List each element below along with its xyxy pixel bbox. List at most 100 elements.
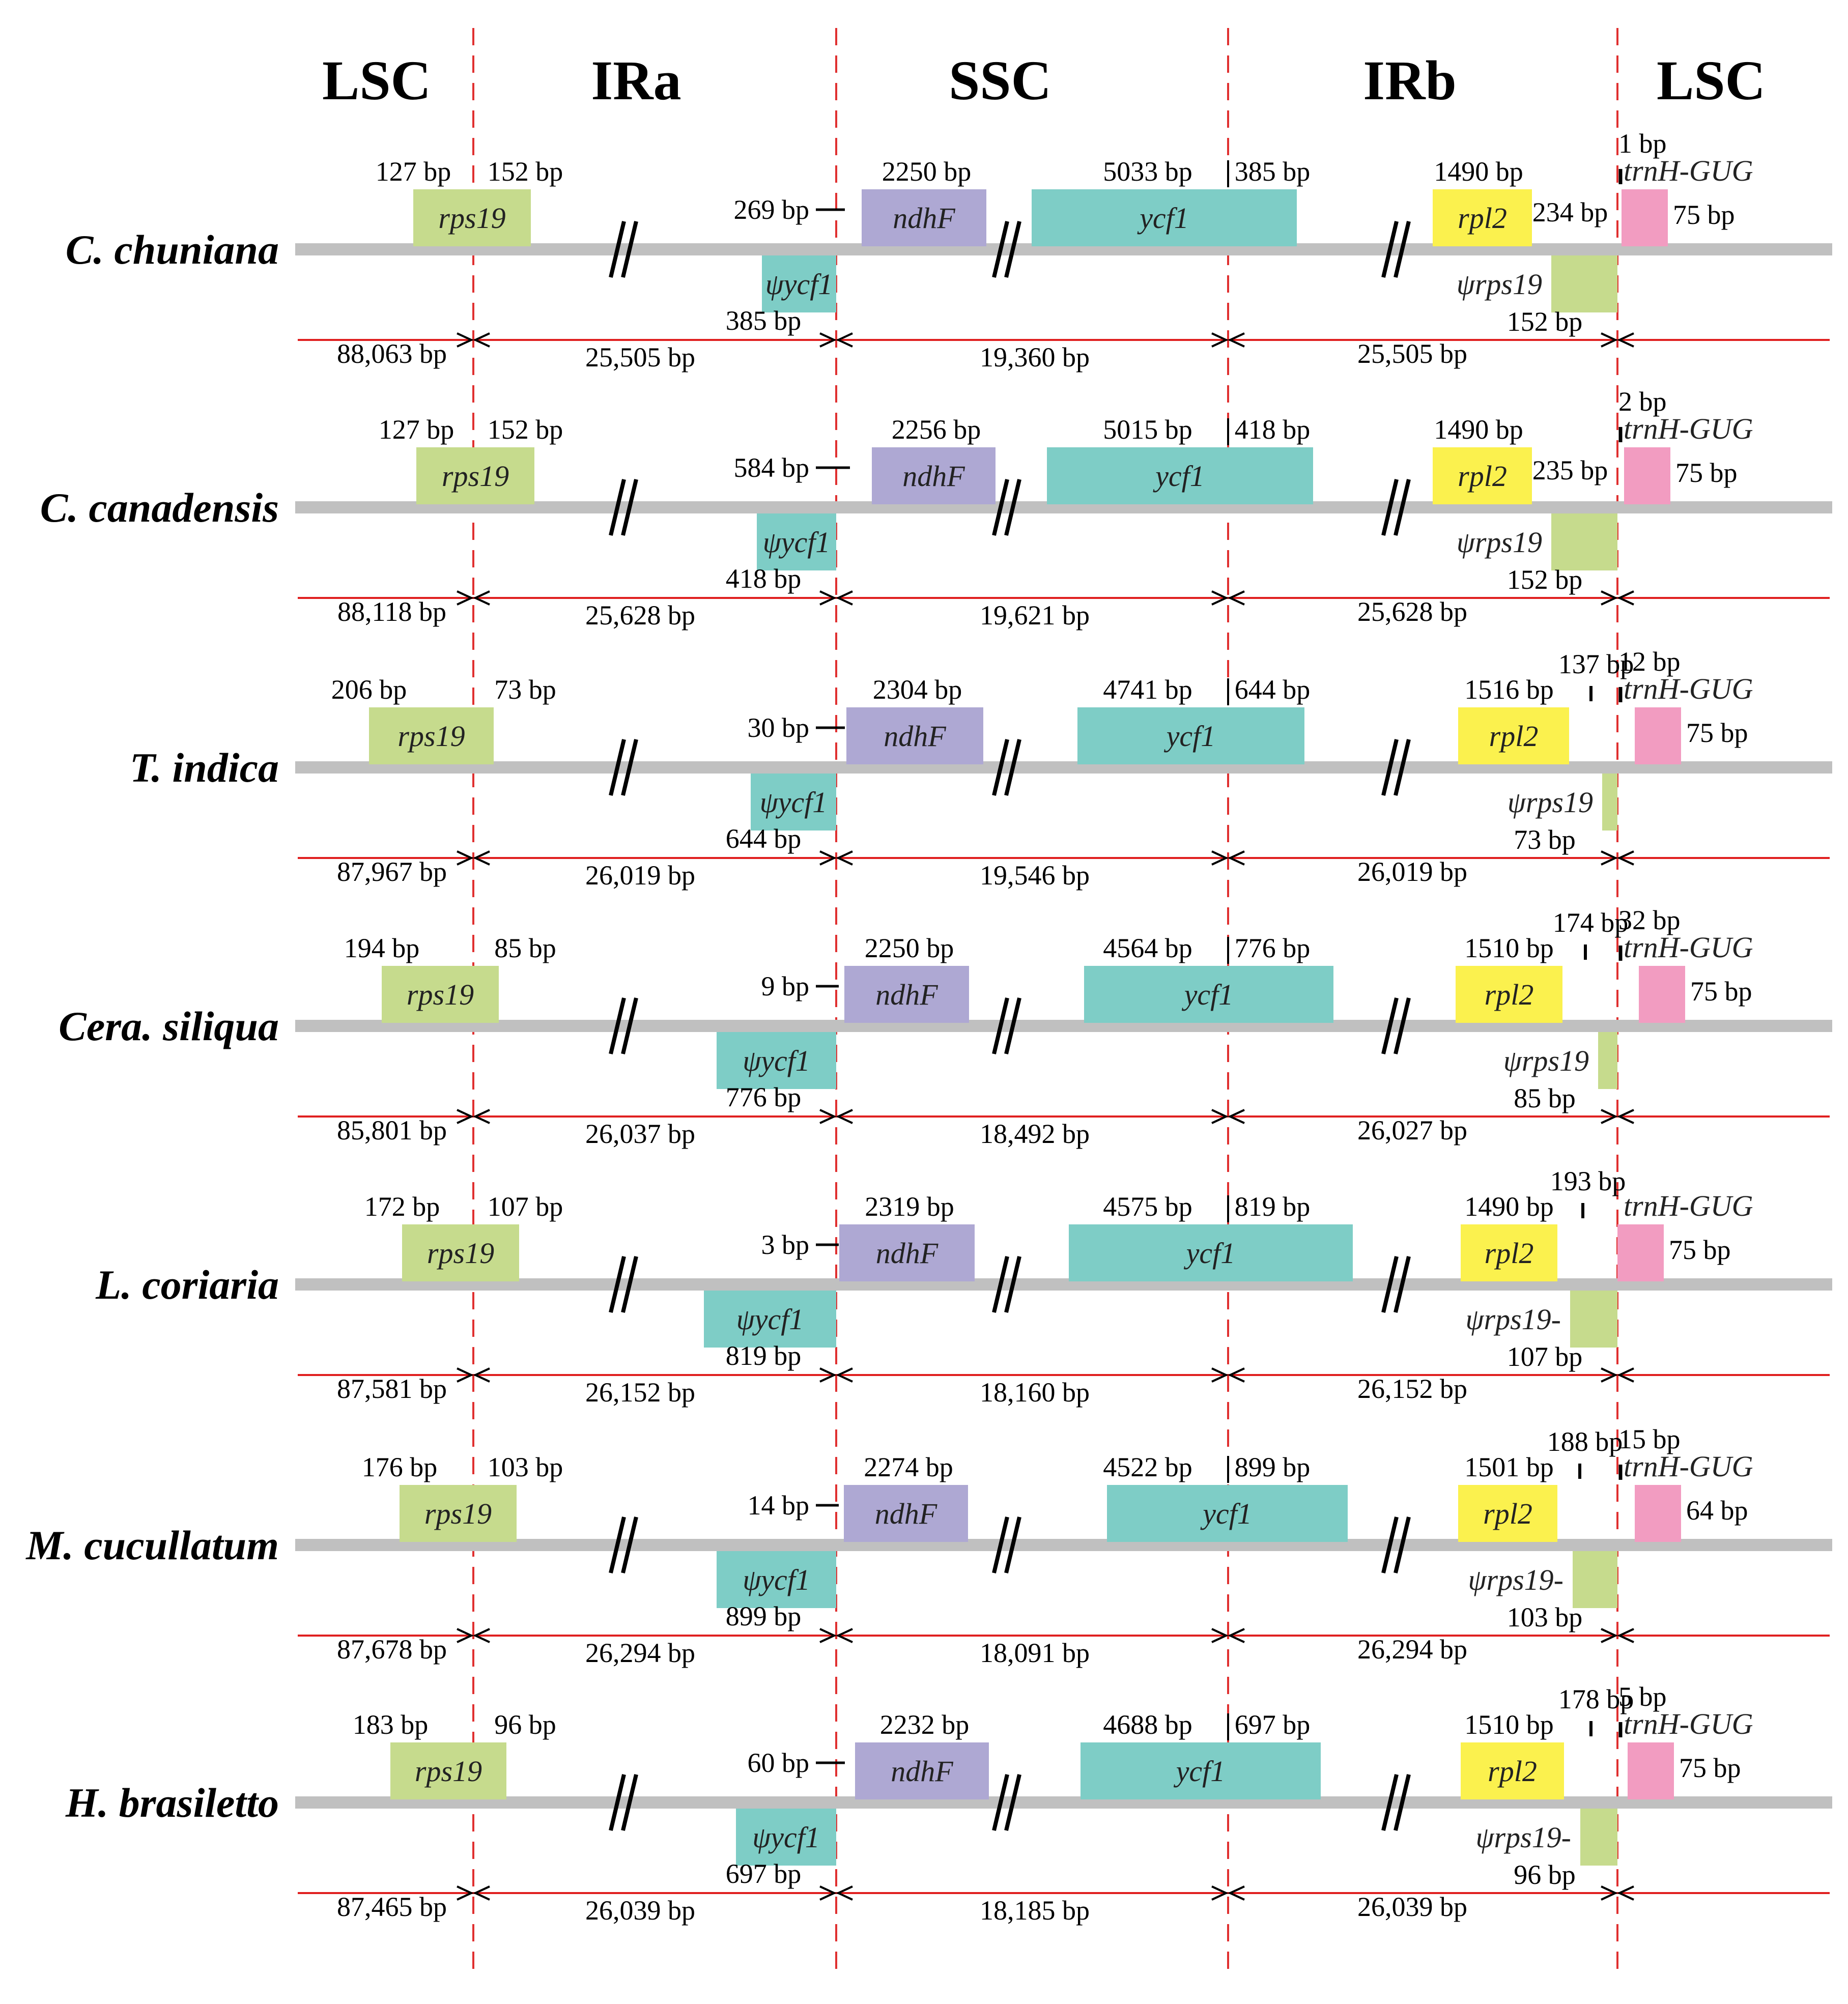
ndhF-gap-length: 269 bp: [734, 194, 810, 225]
ndhF-label: ndhF: [875, 1497, 937, 1530]
psi-ycf1-box: [717, 1032, 836, 1089]
ycf1-ir-length: 819 bp: [1235, 1191, 1311, 1222]
irb-length: 25,505 bp: [1357, 338, 1467, 369]
region-header-5: LSC: [1657, 49, 1766, 111]
lsc-length: 88,118 bp: [337, 596, 446, 627]
irb-length: 25,628 bp: [1357, 596, 1467, 627]
length-arrowhead: [457, 590, 474, 606]
rpl2-gap-length: 137 bp: [1558, 649, 1634, 679]
rps19-ir-length: 103 bp: [488, 1452, 563, 1482]
genome-backbone: [295, 1278, 1832, 1291]
length-arrowhead: [1601, 850, 1618, 866]
rps19-label: rps19: [442, 460, 509, 493]
length-arrowhead: [819, 332, 837, 348]
psi-rps19-length: 73 bp: [1514, 824, 1576, 855]
rpl2-length: 1516 bp: [1464, 674, 1554, 705]
trnH-label: trnH-GUG: [1624, 1189, 1753, 1222]
trnH-gap-length: 15 bp: [1618, 1424, 1681, 1454]
trnH-length: 75 bp: [1673, 199, 1735, 230]
ycf1-box: [1107, 1485, 1348, 1542]
trnH-box: [1635, 1485, 1681, 1542]
length-arrowhead: [819, 1885, 837, 1901]
rpl2-gap-length: 174 bp: [1553, 907, 1629, 938]
species-name: T. indica: [130, 745, 279, 791]
rps19-box: [390, 1742, 506, 1799]
trnH-box: [1635, 707, 1681, 764]
ndhF-gap-length: 30 bp: [748, 712, 810, 743]
rps19-ir-length: 107 bp: [488, 1191, 563, 1222]
psi-ycf1-label: ψycf1: [760, 786, 828, 819]
ira-length: 26,152 bp: [585, 1377, 695, 1408]
length-arrowhead: [819, 590, 837, 606]
trnH-length: 75 bp: [1675, 457, 1738, 488]
length-arrowhead: [1211, 1109, 1229, 1124]
ndhF-gap-length: 3 bp: [761, 1229, 810, 1260]
rps19-ir-length: 85 bp: [494, 933, 556, 963]
rps19-box: [416, 447, 534, 504]
ndhF-box: [844, 966, 969, 1023]
length-arrowhead: [1601, 332, 1618, 348]
length-arrowhead: [819, 1367, 837, 1383]
trnH-length: 75 bp: [1686, 718, 1748, 748]
rps19-box: [402, 1224, 519, 1281]
trnH-box: [1617, 1224, 1664, 1281]
ssc-length: 18,091 bp: [980, 1638, 1090, 1668]
length-arrowhead: [457, 1109, 474, 1124]
trnH-length: 64 bp: [1686, 1495, 1748, 1526]
break-mark-irb: [1381, 739, 1411, 796]
ycf1-ir-length: 697 bp: [1235, 1709, 1311, 1740]
rps19-label: rps19: [407, 978, 474, 1011]
lsc-length: 85,801 bp: [337, 1115, 447, 1146]
genome-backbone: [295, 1796, 1832, 1809]
rps19-ir-length: 152 bp: [488, 156, 563, 187]
length-arrowhead: [1617, 332, 1634, 348]
psi-ycf1-label: ψycf1: [752, 1821, 820, 1854]
break-mark-ira: [609, 739, 638, 796]
break-mark-ira: [609, 1774, 638, 1831]
species-row: Cera. siliqua rps19 194 bp 85 bp ψycf1 776 bp…: [59, 905, 1832, 1149]
rpl2-box: [1461, 1224, 1557, 1281]
rpl2-label: rpl2: [1489, 720, 1539, 753]
rpl2-length: 1510 bp: [1464, 933, 1554, 963]
trnH-gap-length: 32 bp: [1618, 905, 1681, 935]
rpl2-label: rpl2: [1458, 202, 1507, 235]
rpl2-box: [1433, 447, 1532, 504]
psi-rps19-label: ψrps19: [1457, 268, 1542, 301]
ycf1-ir-length: 776 bp: [1235, 933, 1311, 963]
length-arrowhead: [457, 850, 474, 866]
rps19-label: rps19: [438, 202, 505, 235]
trnH-label: trnH-GUG: [1624, 412, 1753, 445]
species-row: C. chuniana rps19 127 bp 152 bp ψycf1 385 bp n…: [66, 128, 1832, 373]
psi-ycf1-length: 418 bp: [726, 563, 802, 594]
trnH-gap-length: 1 bp: [1618, 128, 1667, 159]
psi-rps19-label: ψrps19-: [1476, 1821, 1571, 1854]
trnH-box: [1628, 1742, 1674, 1799]
rpl2-gap-length: 188 bp: [1547, 1426, 1623, 1457]
psi-rps19-box: [1602, 774, 1617, 831]
psi-ycf1-box: [751, 774, 836, 831]
length-arrowhead: [1228, 1109, 1245, 1124]
length-arrowhead: [819, 850, 837, 866]
region-header-2: IRa: [591, 49, 681, 111]
ycf1-ir-length: 644 bp: [1235, 674, 1311, 705]
psi-ycf1-box: [762, 255, 836, 312]
psi-ycf1-length: 697 bp: [726, 1858, 802, 1889]
rps19-lsc-length: 172 bp: [364, 1191, 440, 1222]
rpl2-box: [1458, 1485, 1557, 1542]
ycf1-ir-length: 418 bp: [1235, 414, 1311, 445]
ssc-length: 19,360 bp: [980, 342, 1090, 373]
ira-length: 26,294 bp: [585, 1638, 695, 1668]
species-row: T. indica rps19 206 bp 73 bp ψycf1 644 bp ndhF…: [130, 646, 1832, 891]
psi-ycf1-length: 644 bp: [726, 823, 802, 854]
length-arrowhead: [1601, 1109, 1618, 1124]
psi-rps19-label: ψrps19: [1457, 526, 1542, 559]
rpl2-box: [1458, 707, 1569, 764]
ira-length: 26,039 bp: [585, 1895, 695, 1926]
break-mark-ssc: [992, 1516, 1021, 1573]
rpl2-length: 1510 bp: [1464, 1709, 1554, 1740]
psi-ycf1-label: ψycf1: [743, 1044, 810, 1077]
ycf1-ssc-length: 5015 bp: [1103, 414, 1192, 445]
trnH-label: trnH-GUG: [1624, 931, 1753, 964]
rpl2-label: rpl2: [1488, 1755, 1537, 1788]
genome-backbone: [295, 761, 1832, 774]
